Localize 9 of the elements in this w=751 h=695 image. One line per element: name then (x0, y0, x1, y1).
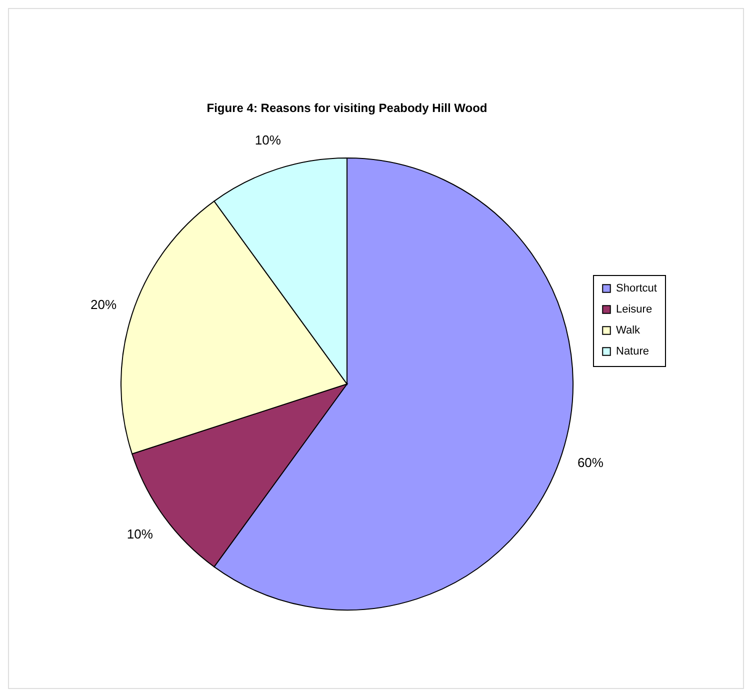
chart-title: Figure 4: Reasons for visiting Peabody Hill Wood (206, 101, 488, 115)
data-label: 60% (577, 455, 604, 470)
data-label: 10% (254, 132, 282, 148)
legend-label: Nature (616, 346, 650, 358)
data-label: 10% (126, 526, 154, 542)
data-label: 20% (90, 296, 117, 312)
legend-label: Leisure (616, 304, 652, 316)
legend-label: Shortcut (616, 282, 657, 294)
legend-label: Walk (616, 324, 641, 336)
